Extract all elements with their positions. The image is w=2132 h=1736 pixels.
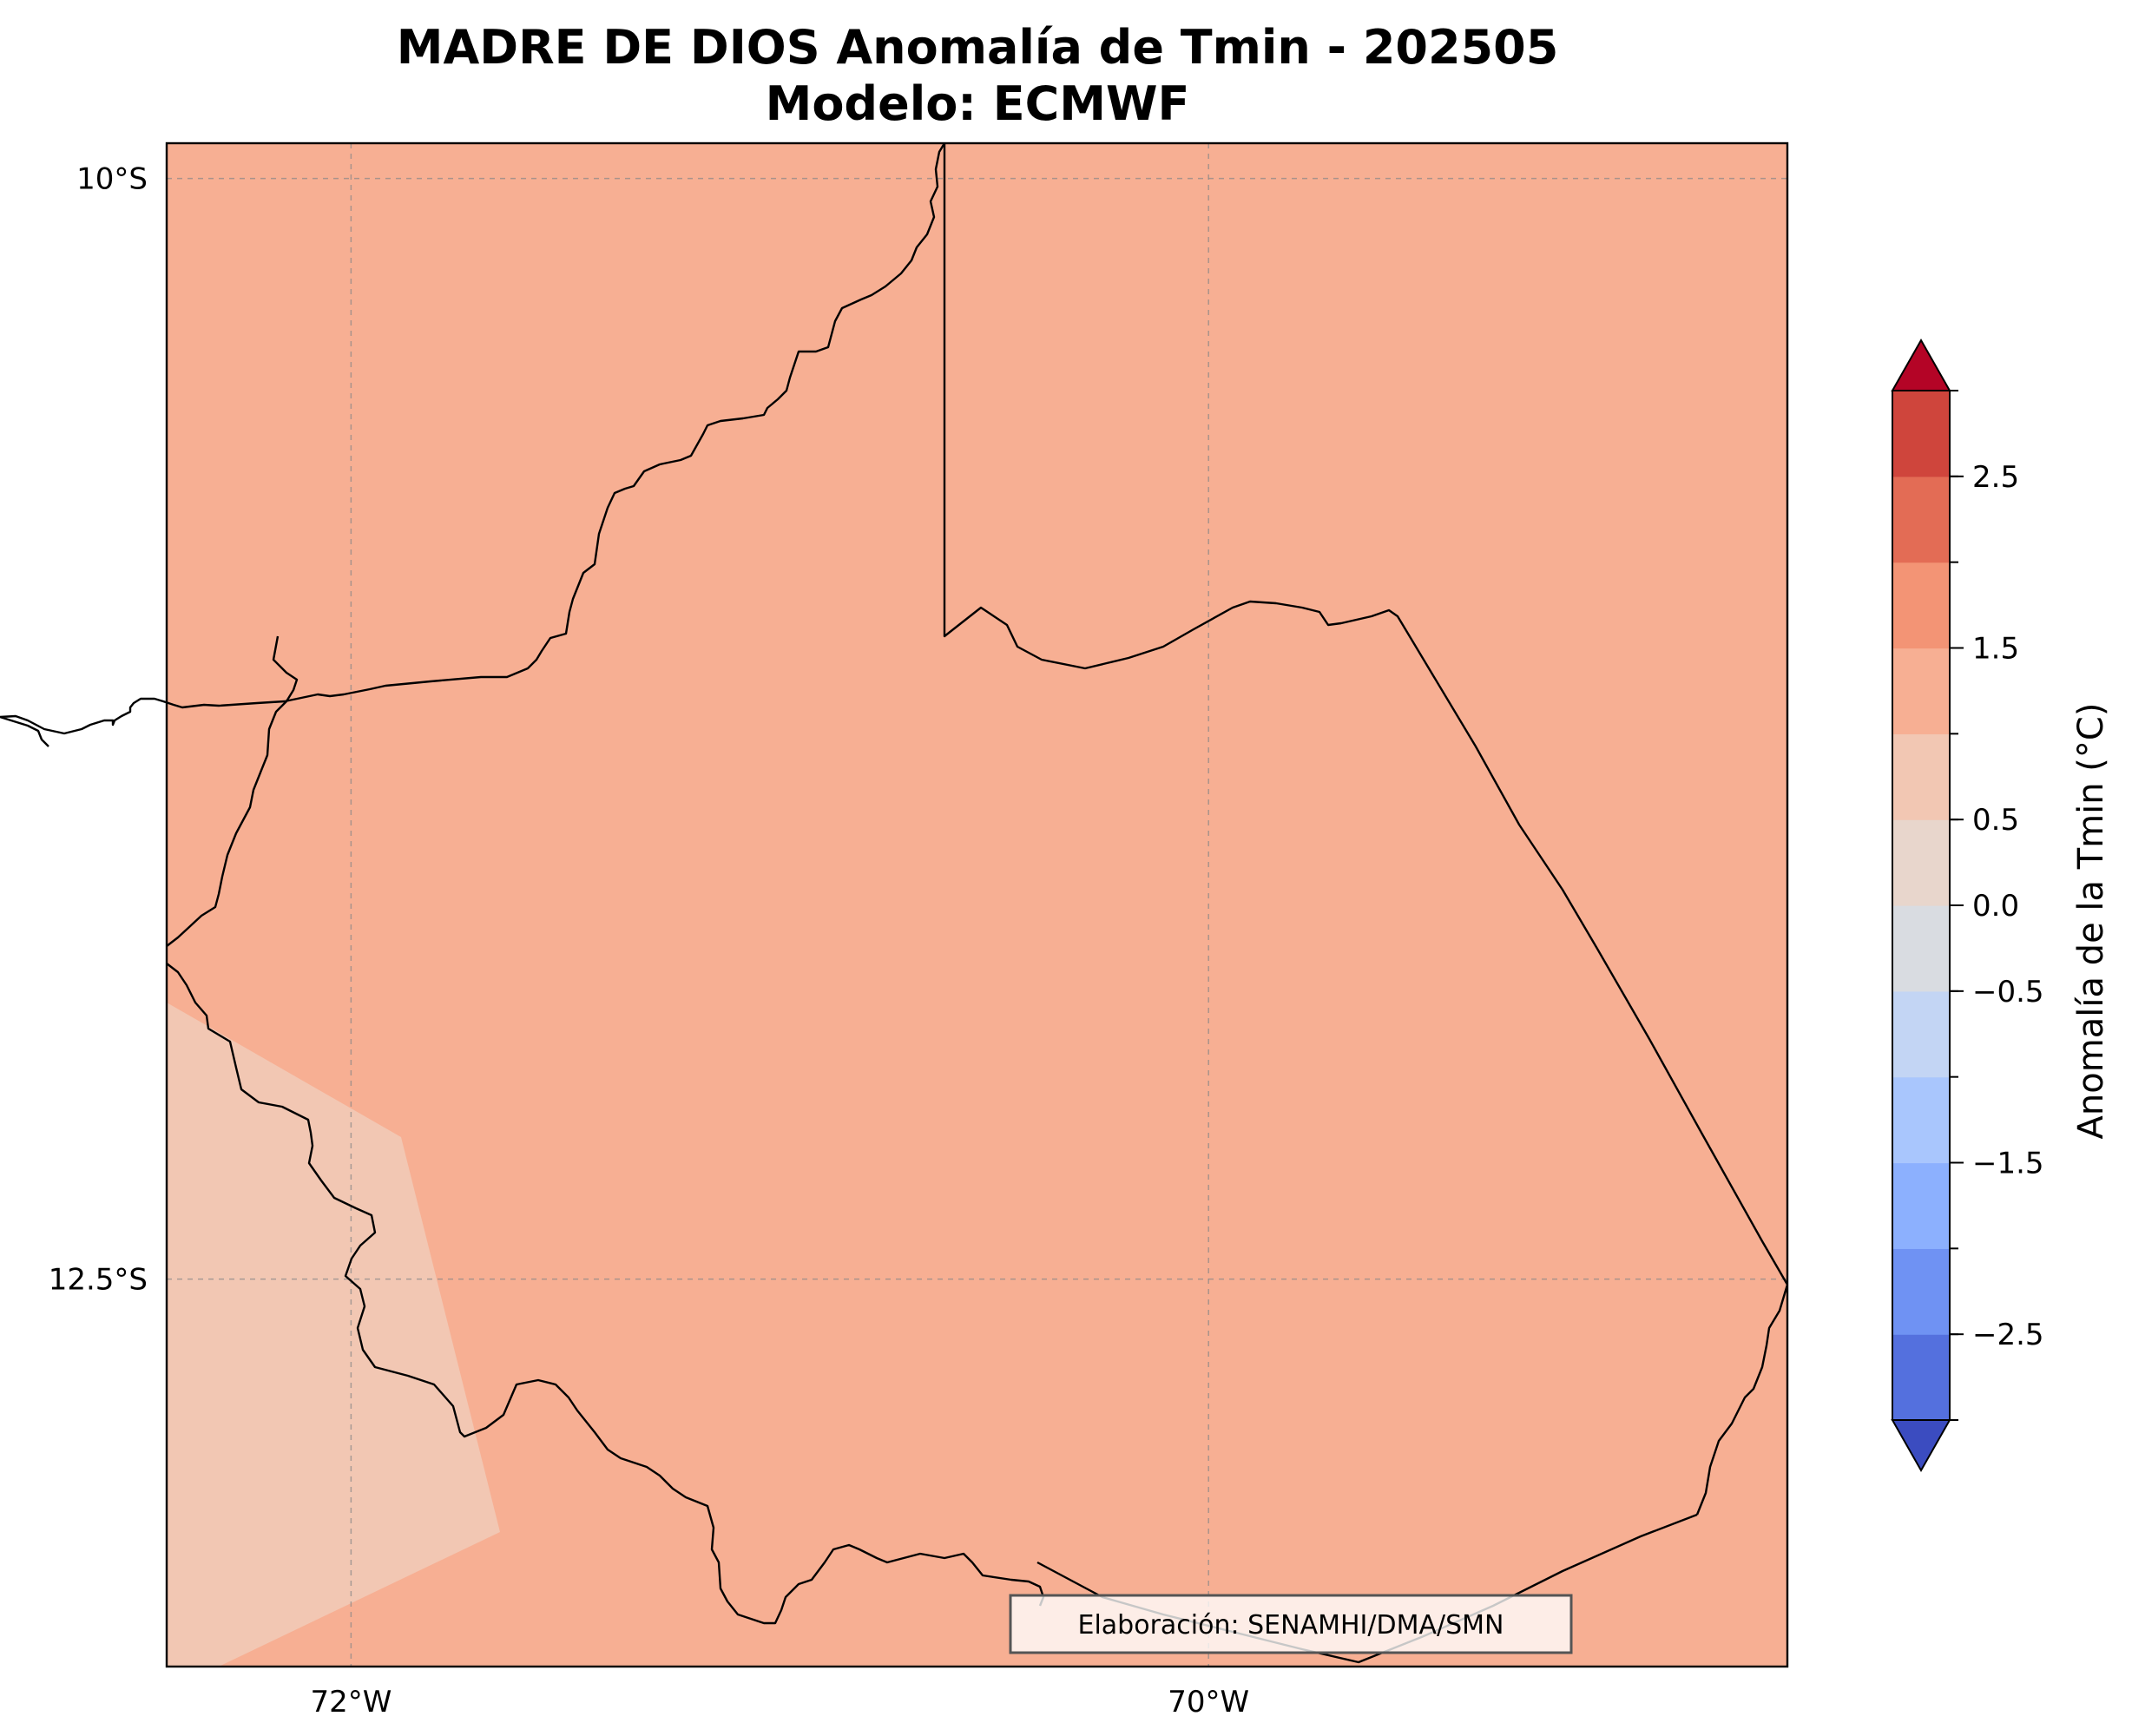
x-tick-label: 72°W <box>310 1685 392 1720</box>
boundary-southwest <box>166 963 1045 1625</box>
colorbar-segment <box>1892 1162 1950 1249</box>
map-panel: 72°W 70°W 10°S 12.5°S Elaboración: SENAMHI/… <box>0 141 1789 1720</box>
colorbar-segment <box>1892 1248 1950 1335</box>
title-line-1: MADRE DE DIOS Anomalía de Tmin - 202505 <box>397 20 1559 75</box>
gridlines <box>167 143 1787 1667</box>
colorbar-tick-label: 0.0 <box>1972 889 2019 924</box>
colorbar-segment <box>1892 1076 1950 1164</box>
colorbar-tick-label: −2.5 <box>1972 1318 2044 1352</box>
colorbar-label: Anomalía de la Tmin (°C) <box>2071 703 2111 1140</box>
y-tick-label: 10°S <box>76 162 148 197</box>
boundary-southeast <box>1695 1284 1789 1516</box>
colorbar-tick-label: −1.5 <box>1972 1147 2044 1181</box>
title-line-2: Modelo: ECMWF <box>766 76 1190 131</box>
boundary-east-north <box>943 143 1789 1286</box>
colorbar-extend-min <box>1891 1419 1951 1473</box>
colorbar-segment <box>1892 476 1950 563</box>
map-frame <box>165 141 1789 1668</box>
colorbar-segment <box>1892 905 1950 992</box>
colorbar-segment <box>1892 990 1950 1078</box>
colorbar-segment <box>1892 648 1950 734</box>
colorbar-segment <box>1892 819 1950 906</box>
x-tick-label: 70°W <box>1168 1685 1249 1720</box>
colorbar-tick-label: 0.5 <box>1972 803 2019 838</box>
axis-ticks: 72°W 70°W 10°S 12.5°S <box>49 162 1249 1720</box>
boundary-west-north <box>0 142 946 747</box>
colorbar-segment <box>1892 733 1950 820</box>
region-boundary <box>0 142 1789 1664</box>
colorbar-tick-label: 2.5 <box>1972 460 2019 495</box>
y-tick-label: 12.5°S <box>49 1263 148 1298</box>
colorbar: −2.5 −1.5 −0.5 0.0 0.5 1.5 2.5 <box>1891 338 2044 1473</box>
credit-text: Elaboración: SENAMHI/DMA/SMN <box>1078 1610 1504 1641</box>
boundary-west <box>166 635 299 947</box>
colorbar-extend-max <box>1891 338 1951 391</box>
colorbar-tick-label: −0.5 <box>1972 975 2044 1009</box>
anomaly-field-southwest <box>167 1003 500 1667</box>
colorbar-tick-label: 1.5 <box>1972 632 2019 667</box>
colorbar-segment <box>1892 1334 1950 1421</box>
credit-box: Elaboración: SENAMHI/DMA/SMN <box>1009 1594 1573 1654</box>
colorbar-segment <box>1892 562 1950 649</box>
colorbar-segment <box>1892 391 1950 477</box>
